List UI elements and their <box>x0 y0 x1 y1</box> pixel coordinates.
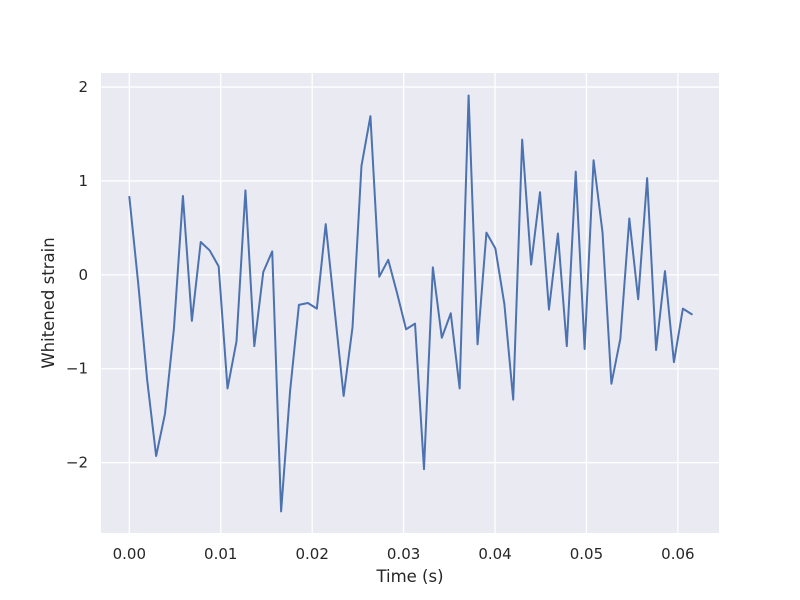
x-tick-label: 0.02 <box>295 545 328 563</box>
x-tick-label: 0.06 <box>661 545 694 563</box>
y-tick-label: 0 <box>78 266 88 284</box>
y-axis-ticks: −2 −1 0 1 2 <box>66 78 88 472</box>
y-axis-label: Whitened strain <box>39 237 58 368</box>
x-tick-label: 0.01 <box>204 545 237 563</box>
series-layer <box>128 94 693 513</box>
x-tick-label: 0.03 <box>387 545 420 563</box>
y-tick-label: 1 <box>78 172 88 190</box>
plot-area-background <box>101 73 719 533</box>
x-axis-label: Time (s) <box>375 567 443 586</box>
y-tick-label: −1 <box>66 360 88 378</box>
x-axis-ticks: 0.00 0.01 0.02 0.03 0.04 0.05 0.06 <box>113 545 695 563</box>
y-tick-label: 2 <box>78 78 88 96</box>
x-tick-label: 0.00 <box>113 545 146 563</box>
series-line <box>128 94 693 513</box>
x-tick-label: 0.05 <box>570 545 603 563</box>
x-tick-label: 0.04 <box>478 545 511 563</box>
y-tick-label: −2 <box>66 454 88 472</box>
